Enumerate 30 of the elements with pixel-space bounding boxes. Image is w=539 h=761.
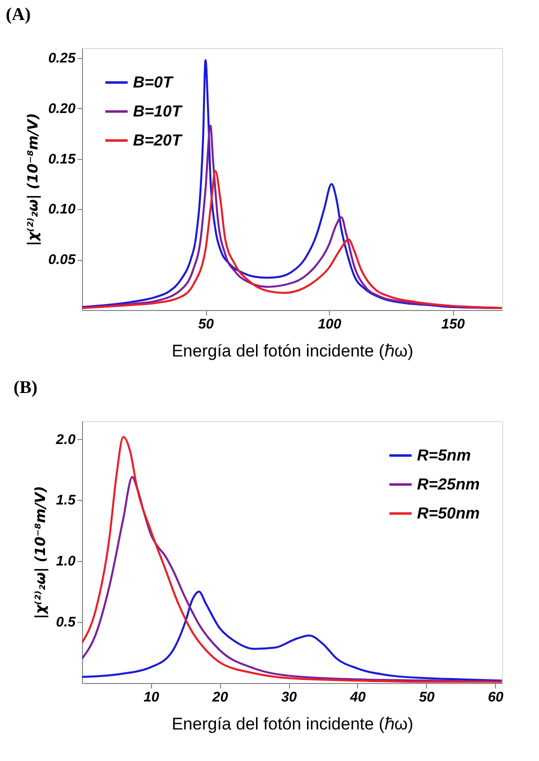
legend-label: R=25nm xyxy=(417,476,480,494)
x-tick-label: 50 xyxy=(198,316,214,332)
legend-label: R=50nm xyxy=(417,506,480,522)
x-tick-label: 150 xyxy=(441,316,465,332)
y-tick-label: 0.15 xyxy=(48,150,76,166)
x-tick-label: 100 xyxy=(318,316,342,332)
x-axis-title: Energía del fotón incidente (ℏω) xyxy=(172,342,414,360)
chart-title: (A) xyxy=(6,4,31,24)
y-tick-label: 0.5 xyxy=(56,614,76,630)
legend-label: B=20T xyxy=(133,132,183,150)
y-tick-label: 1.5 xyxy=(56,492,76,508)
y-axis-title: |χ⁽²⁾₂ω| (10⁻⁸m/V) xyxy=(25,113,42,246)
y-tick-label: 0.05 xyxy=(48,251,76,268)
x-tick-label: 20 xyxy=(211,688,228,704)
y-tick-label: 0.25 xyxy=(48,50,76,66)
y-tick-label: 1.0 xyxy=(56,552,76,569)
x-tick-label: 40 xyxy=(349,688,366,704)
y-axis-title: |χ⁽²⁾₂ω| (10⁻⁸m/V) xyxy=(33,486,50,619)
x-tick-label: 30 xyxy=(281,688,298,704)
x-axis-title: Energía del fotón incidente (ℏω) xyxy=(172,714,414,734)
legend-label: R=5nm xyxy=(417,448,471,464)
legend-label: B=10T xyxy=(133,104,183,120)
x-tick-label: 60 xyxy=(488,688,504,704)
y-tick-label: 2.0 xyxy=(55,430,76,447)
y-tick-label: 0.20 xyxy=(48,100,76,116)
legend-label: B=0T xyxy=(133,74,174,92)
chart-title: (B) xyxy=(14,377,38,397)
x-tick-label: 50 xyxy=(418,688,435,704)
x-tick-label: 10 xyxy=(144,688,160,704)
y-tick-label: 0.10 xyxy=(48,200,76,217)
